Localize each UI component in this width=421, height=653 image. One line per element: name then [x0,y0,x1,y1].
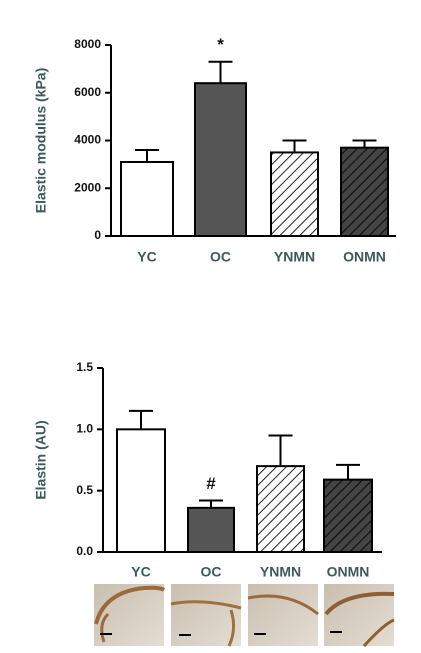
bar [194,82,247,237]
micrograph [170,584,242,647]
x-tick-label: OC [210,249,231,265]
x-tick-label: YNMN [260,564,301,580]
y-tick-label: 8000 [74,37,101,51]
bar [187,506,235,553]
bar [116,428,166,554]
bar [340,146,389,238]
micrograph [247,584,319,646]
micrograph [94,584,166,646]
micrograph [324,584,395,648]
chart: Elastin (AU) 0.0 0.5 1.0 1.5 YC OC YNMN ONMN # [33,360,382,580]
y-tick-label: 0.0 [76,544,93,558]
y-tick-label: 4000 [74,133,101,147]
annotation: # [206,474,216,493]
x-tick-label: YC [137,249,156,265]
y-axis-label: Elastic modulus (kPa) [33,68,49,213]
x-tick-label: YC [131,564,150,580]
x-tick-label: ONMN [327,564,370,580]
annotation: * [217,35,224,54]
y-tick-label: 1.5 [76,360,93,374]
y-tick-label: 6000 [74,85,101,99]
y-tick-label: 1.0 [76,422,93,436]
bar [256,465,305,553]
x-tick-label: OC [201,564,222,580]
micrographs [94,584,395,648]
bar [323,478,373,554]
bar [120,160,174,237]
x-tick-label: YNMN [274,249,315,265]
y-tick-label: 2000 [74,180,101,194]
y-axis-label: Elastin (AU) [33,420,49,499]
bar [270,151,319,237]
chart: Elastic modulus (kPa) 0 2000 4000 6000 8000 YC… [33,35,396,265]
y-tick-label: 0 [94,228,101,242]
y-tick-label: 0.5 [76,483,93,497]
x-tick-label: ONMN [343,249,386,265]
